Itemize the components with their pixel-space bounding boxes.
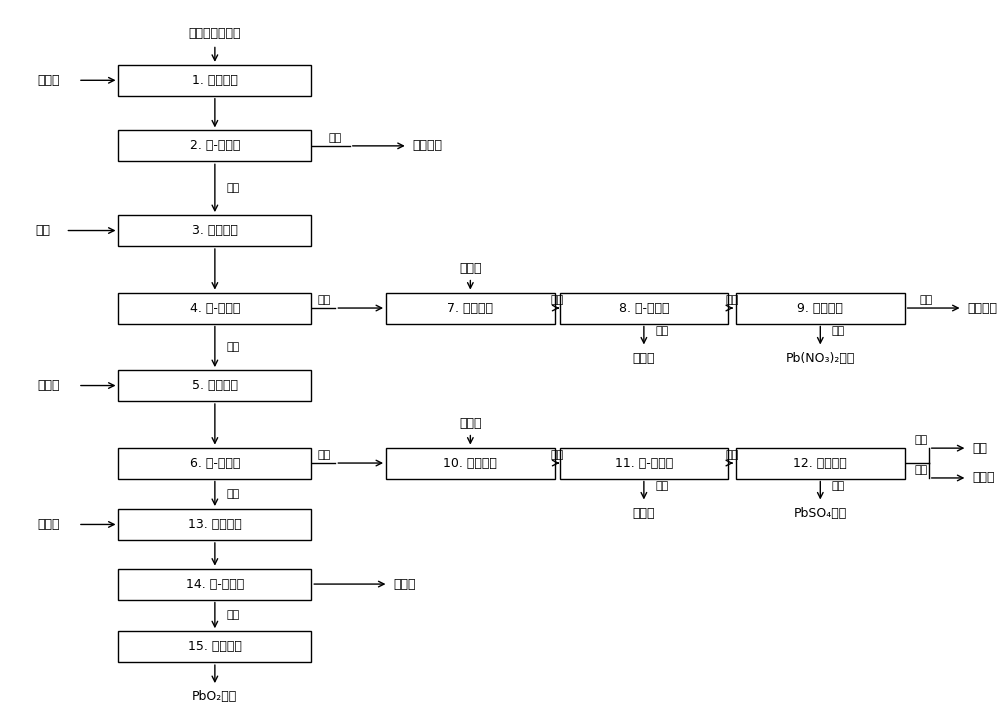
Bar [560, 293, 728, 324]
Text: 10. 除质脱色: 10. 除质脱色 [443, 456, 497, 469]
Text: 浸取剂: 浸取剂 [38, 379, 60, 392]
Text: 5. 浸取溶解: 5. 浸取溶解 [192, 379, 238, 392]
Text: 8. 固-液分离: 8. 固-液分离 [619, 301, 669, 314]
Text: 固相: 固相 [655, 327, 669, 336]
Text: 2. 固-液分离: 2. 固-液分离 [190, 139, 240, 152]
Text: 液相: 液相 [550, 296, 564, 305]
Text: Pb(NO₃)₂产品: Pb(NO₃)₂产品 [786, 352, 855, 365]
Text: 11. 固-液分离: 11. 固-液分离 [615, 456, 673, 469]
Bar [118, 370, 311, 401]
Bar [118, 631, 311, 662]
Text: PbO₂产品: PbO₂产品 [192, 690, 237, 703]
Text: 液相: 液相 [914, 465, 928, 475]
Text: 液相: 液相 [317, 451, 330, 460]
Bar [560, 448, 728, 479]
Text: 14. 固-液分离: 14. 固-液分离 [186, 578, 244, 590]
Text: 除杂剂: 除杂剂 [459, 262, 482, 275]
Text: 液相: 液相 [725, 451, 739, 460]
Bar [118, 65, 311, 96]
Text: 固相: 固相 [226, 183, 240, 193]
Text: 15. 干燥焙烧: 15. 干燥焙烧 [188, 640, 242, 653]
Text: 洗涤液: 洗涤液 [38, 518, 60, 531]
Text: 12. 謸发除氨: 12. 謸发除氨 [793, 456, 847, 469]
Bar [386, 293, 555, 324]
Text: 除杂剂: 除杂剂 [459, 417, 482, 430]
Text: 液相: 液相 [725, 296, 739, 305]
Text: 7. 除质脱色: 7. 除质脱色 [447, 301, 493, 314]
Bar [118, 215, 311, 246]
Text: 氨气: 氨气 [972, 442, 987, 455]
Text: 3. 酸洸溶解: 3. 酸洸溶解 [192, 224, 238, 237]
Text: 氨溶液: 氨溶液 [972, 472, 995, 485]
Text: 固相: 固相 [226, 611, 240, 620]
Bar [386, 448, 555, 479]
Bar [118, 131, 311, 162]
Text: 液相: 液相 [919, 296, 932, 305]
Text: 废铅蓄电池铅膏: 废铅蓄电池铅膏 [189, 27, 241, 40]
Text: 固相: 固相 [226, 342, 240, 352]
Bar [118, 509, 311, 540]
Text: 液相: 液相 [329, 133, 342, 143]
Text: 液相: 液相 [317, 296, 330, 305]
Text: 硝酸: 硝酸 [36, 224, 51, 237]
Text: 固相: 固相 [655, 482, 669, 491]
Bar [118, 293, 311, 324]
Text: 固相: 固相 [226, 489, 240, 499]
Text: 除杂剂: 除杂剂 [633, 507, 655, 520]
Text: 洗涤液: 洗涤液 [393, 578, 416, 590]
Bar [118, 569, 311, 600]
Text: 1. 洗涤除杂: 1. 洗涤除杂 [192, 74, 238, 87]
Text: PbSO₄产品: PbSO₄产品 [794, 507, 847, 520]
Text: 洗涤液: 洗涤液 [38, 74, 60, 87]
Bar [118, 448, 311, 479]
Bar [736, 448, 905, 479]
Text: 固相: 固相 [832, 327, 845, 336]
Text: 液相: 液相 [550, 451, 564, 460]
Text: 9. 冷却结晶: 9. 冷却结晶 [797, 301, 843, 314]
Bar [736, 293, 905, 324]
Text: 4. 固-液分离: 4. 固-液分离 [190, 301, 240, 314]
Text: 气相: 气相 [914, 435, 928, 446]
Text: 6. 固-液分离: 6. 固-液分离 [190, 456, 240, 469]
Text: 13. 洗涤除杂: 13. 洗涤除杂 [188, 518, 242, 531]
Text: 除杂剂: 除杂剂 [633, 352, 655, 365]
Text: 结晶母液: 结晶母液 [967, 301, 997, 314]
Text: 去水处理: 去水处理 [413, 139, 443, 152]
Text: 固相: 固相 [832, 482, 845, 491]
